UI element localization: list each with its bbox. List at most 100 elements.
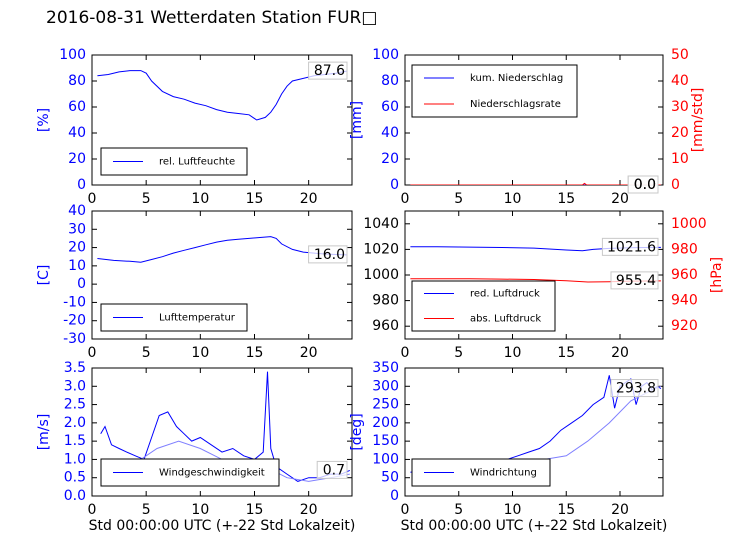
panel-3-xtick-label: 20: [300, 345, 318, 361]
panel-6-legend-label: Windrichtung: [470, 468, 537, 479]
panel-2: [404, 54, 664, 194]
panel-5: [91, 367, 353, 497]
panel-4-xtick-label: 0: [401, 345, 410, 361]
panel-6-xtick-label: 15: [557, 502, 575, 518]
panel-6: [404, 367, 664, 497]
panel-1-ytick-label: 80: [68, 73, 86, 89]
panel-2-ytick-label: 20: [381, 151, 399, 167]
panel-2-ytick-label: 0: [390, 177, 399, 193]
panel-2-ytick2-label: 50: [671, 47, 689, 63]
panel-5-xtick-label: 20: [300, 502, 318, 518]
panel-4-ytick-label: 1000: [363, 267, 399, 283]
panel-4-ytick2-label: 920: [671, 318, 698, 334]
panel-3-ytick-label: 20: [68, 240, 86, 256]
panel-5-ytick-label: 1.0: [64, 451, 86, 467]
panel-6-ytick-label: 350: [372, 360, 399, 376]
panel-2-xtick-label: 5: [454, 191, 463, 207]
panel-4-last-value-box: [601, 237, 659, 256]
panel-3-ytick-label: 40: [68, 203, 86, 219]
panel-6-last-value-box: [610, 379, 659, 398]
panel-5-ylabel: [m/s]: [36, 414, 52, 451]
panel-1-ytick-label: 20: [68, 151, 86, 167]
panel-1-xtick-label: 20: [300, 191, 318, 207]
panel-2-ytick2-label: 10: [671, 151, 689, 167]
panel-3-ytick-label: -30: [63, 331, 86, 347]
panel-5-xtick-label: 15: [246, 502, 264, 518]
panel-5-ytick-label: 3.5: [64, 360, 86, 376]
panel-4-ytick-label: 980: [372, 293, 399, 309]
panel-5-xtick-label: 10: [191, 502, 209, 518]
panel-5-ytick-label: 1.5: [64, 433, 86, 449]
panel-3-ytick-label: 10: [68, 258, 86, 274]
panel-4-xtick-label: 5: [454, 345, 463, 361]
panel-6-ylabel: [deg]: [349, 413, 365, 450]
panel-4: [404, 210, 664, 340]
panel-2-ytick2-label: 20: [671, 125, 689, 141]
panel-2-xtick-label: 0: [401, 191, 410, 207]
panel-4-legend-label: red. Luftdruck: [470, 289, 540, 300]
panel-5-xtick-label: 0: [88, 502, 97, 518]
panel-4-ytick2-label: 980: [671, 241, 698, 257]
panel-2-xtick-label: 15: [557, 191, 575, 207]
panel-4-ytick-label: 960: [372, 318, 399, 334]
panel-6-xtick-label: 10: [504, 502, 522, 518]
panel-1-ytick-label: 60: [68, 99, 86, 115]
panel-6-ytick-label: 100: [372, 451, 399, 467]
panel-5-last-value-box: [316, 460, 348, 479]
panel-6-ytick-label: 0: [390, 488, 399, 504]
panel-3-xtick-label: 0: [88, 345, 97, 361]
panel-5-ytick-label: 3.0: [64, 378, 86, 394]
page-title: 2016-08-31 Wetterdaten Station FUR□: [46, 8, 378, 28]
panel-5-xlabel: Std 00:00:00 UTC (+-22 Std Lokalzeit): [89, 518, 356, 534]
panel-1: [91, 54, 353, 186]
panel-2-ytick2-label: 40: [671, 73, 689, 89]
panel-2-last-value-2: 0.0: [634, 177, 656, 193]
panel-2-legend-label: Niederschlagsrate: [470, 99, 561, 110]
panel-2-ytick-label: 40: [381, 125, 399, 141]
panel-3-ytick-label: 0: [77, 276, 86, 292]
panel-2-ytick2-label: 0: [671, 177, 680, 193]
panel-4-ylabel: [hPa]: [709, 257, 725, 293]
panel-5-series-1-line: [100, 371, 350, 482]
panel-1-xtick-label: 15: [246, 191, 264, 207]
panel-3-ytick-label: -10: [63, 294, 86, 310]
panel-4-last-value-2-box: [610, 271, 659, 290]
panel-2-ylabel2: [mm/std]: [690, 88, 706, 153]
panel-5-xtick-label: 5: [142, 502, 151, 518]
panel-2-ytick-label: 60: [381, 99, 399, 115]
panel-6-xlabel: Std 00:00:00 UTC (+-22 Std Lokalzeit): [401, 518, 668, 534]
panel-1-ytick-label: 100: [59, 47, 86, 63]
panel-1-xtick-label: 0: [88, 191, 97, 207]
panel-1-last-value-box: [308, 61, 348, 80]
panel-3-series-1-line: [97, 236, 347, 263]
panel-2-legend: [411, 64, 578, 118]
panel-6-ytick-label: 300: [372, 378, 399, 394]
panel-2-xtick-label: 20: [611, 191, 629, 207]
panel-1-ylabel: [%]: [36, 108, 52, 132]
panel-5-legend-label: Windgeschwindigkeit: [159, 468, 265, 479]
panel-6-ytick-label: 250: [372, 397, 399, 413]
panel-1-series-1-line: [97, 70, 347, 121]
panel-3: [91, 210, 353, 340]
panel-3-legend-label: Lufttemperatur: [159, 313, 236, 324]
panel-5-ytick-label: 2.5: [64, 397, 86, 413]
panel-2-xtick-label: 10: [504, 191, 522, 207]
panel-4-ytick-label: 1040: [363, 216, 399, 232]
panel-5-ytick-label: 0.0: [64, 488, 86, 504]
panel-2-last-value: 0.0: [634, 177, 656, 193]
panel-4-ytick2-label: 960: [671, 267, 698, 283]
panel-2-ytick2-label: 30: [671, 99, 689, 115]
panel-3-xtick-label: 5: [142, 345, 151, 361]
panel-4-xtick-label: 20: [611, 345, 629, 361]
panel-4-ytick-label: 1020: [363, 241, 399, 257]
panel-4-legend: [411, 280, 556, 332]
panel-3-xtick-label: 15: [246, 345, 264, 361]
panel-4-ytick2-label: 940: [671, 293, 698, 309]
panel-6-ytick-label: 50: [381, 470, 399, 486]
panel-3-ylabel: [C]: [36, 265, 52, 286]
panel-1-xtick-label: 10: [191, 191, 209, 207]
panel-1-xtick-label: 5: [142, 191, 151, 207]
panel-3-xtick-label: 10: [191, 345, 209, 361]
panel-5-ytick-label: 2.0: [64, 415, 86, 431]
